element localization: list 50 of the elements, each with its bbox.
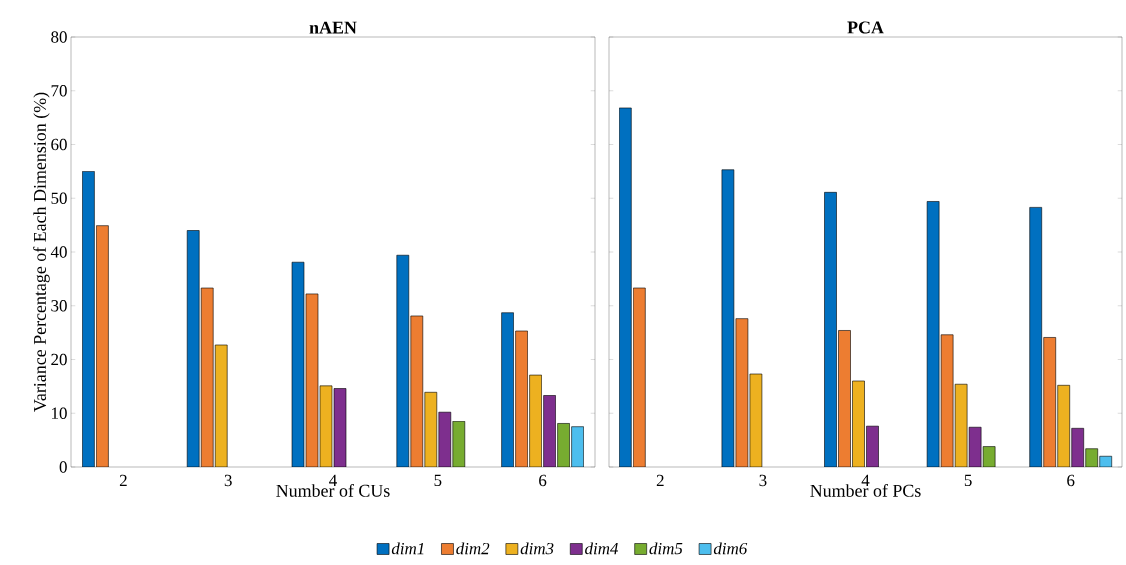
legend-label: dim6: [713, 542, 748, 555]
legend-label: dim4: [585, 542, 619, 555]
bar: [424, 391, 438, 467]
bar: [852, 380, 865, 467]
x-tick-label: 6: [539, 474, 547, 487]
y-tick-label: 30: [51, 300, 67, 312]
y-tick-label: 40: [50, 246, 67, 258]
x-tick-label: 3: [759, 474, 767, 487]
x-tick-label: 5: [434, 474, 442, 487]
legend-label: dim1: [391, 542, 424, 555]
bar: [96, 225, 109, 467]
bar: [200, 287, 214, 467]
bar: [214, 344, 228, 467]
x-tick-label: 6: [1067, 474, 1075, 487]
bar: [396, 254, 410, 467]
bar: [824, 192, 837, 467]
bar: [1057, 385, 1071, 467]
bar: [1029, 207, 1043, 467]
bar: [186, 230, 200, 467]
bar: [543, 395, 556, 467]
x-tick-label: 3: [224, 474, 232, 487]
y-axis-title: Variance Percentage of Each Dimension (%): [33, 92, 50, 412]
bar: [410, 315, 424, 467]
y-tick-label: 80: [51, 31, 67, 43]
y-tick-label: 50: [51, 192, 67, 204]
legend-label: dim2: [456, 542, 490, 555]
x-axis-title: Number of PCs: [810, 484, 921, 497]
y-tick-label: 20: [51, 353, 67, 366]
bar: [501, 312, 514, 467]
x-tick-label: 2: [656, 474, 664, 486]
x-axis-title: Number of CUs: [276, 484, 390, 497]
y-tick-label: 0: [59, 461, 67, 473]
bar: [633, 287, 646, 467]
legend-label: dim3: [520, 542, 554, 555]
bar: [619, 107, 632, 467]
bar: [82, 171, 95, 467]
y-tick-label: 10: [52, 407, 67, 419]
y-tick-label: 70: [51, 85, 67, 97]
chart-title: nAEN: [309, 21, 357, 34]
x-tick-label: 4: [861, 474, 870, 486]
bar: [515, 330, 528, 467]
x-tick-label: 4: [329, 474, 337, 486]
legend-label: dim5: [649, 542, 683, 555]
bar: [1043, 337, 1057, 467]
y-tick-label: 60: [51, 138, 67, 151]
chart-title: PCA: [847, 21, 884, 34]
x-tick-label: 5: [964, 474, 972, 487]
x-tick-label: 2: [119, 474, 127, 486]
bar: [838, 330, 851, 467]
bar: [529, 374, 542, 467]
